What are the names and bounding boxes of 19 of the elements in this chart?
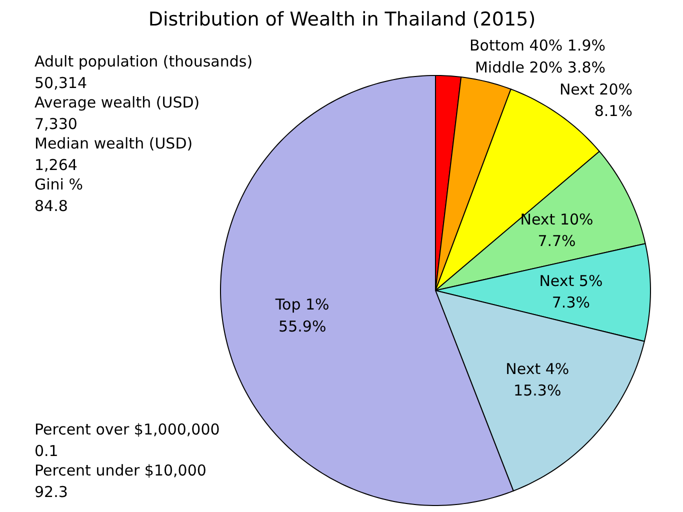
text: Adult population (thousands) 50,314 xyxy=(34,52,253,92)
slice-label: Next 10% xyxy=(520,210,594,228)
data-label: 15.3% xyxy=(514,382,562,400)
data-label: 55.9% xyxy=(278,317,326,336)
text: Average wealth (USD) 7,330 xyxy=(34,94,200,134)
chart-title: Distribution of Wealth in Thailand (2015) xyxy=(148,8,536,30)
slice-label: Middle 20% 3.8% xyxy=(474,58,606,76)
text: Gini % 84.8 xyxy=(34,176,83,216)
slice-label: Top 1% xyxy=(274,296,330,314)
data-label: 8.1% xyxy=(594,102,632,120)
text: Percent over $1,000,000 0.1 xyxy=(34,420,220,460)
text: Median wealth (USD) 1,264 xyxy=(34,134,193,174)
data-label: 7.7% xyxy=(538,232,576,250)
slice-label: Next 5% xyxy=(539,272,603,290)
slice-label: Next 4% xyxy=(506,360,570,378)
slice-label: Bottom 40% 1.9% xyxy=(469,36,606,54)
data-label: 7.3% xyxy=(552,294,590,312)
text: Percent under $10,000 92.3 xyxy=(34,462,206,502)
slice-label: Next 20% xyxy=(559,80,633,98)
